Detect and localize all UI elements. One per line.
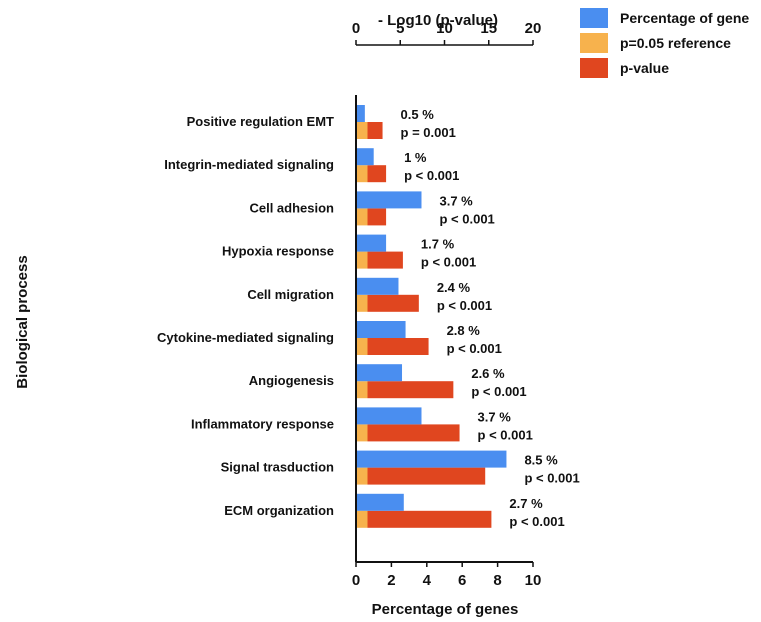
- category-label: Signal trasduction: [221, 460, 334, 475]
- category-label: Cytokine-mediated signaling: [157, 330, 334, 345]
- category-label: Integrin-mediated signaling: [164, 157, 334, 172]
- top-tick-label: 20: [525, 20, 542, 37]
- category-label: Angiogenesis: [249, 373, 334, 388]
- percentage-annotation: 8.5 %: [524, 453, 558, 468]
- top-axis-label: - Log10 (p-value): [378, 12, 498, 29]
- p-value-annotation: p < 0.001: [509, 514, 564, 529]
- bottom-tick-label: 8: [493, 572, 501, 589]
- percentage-bar: [356, 321, 406, 338]
- p-value-bar: [367, 208, 387, 226]
- bottom-tick-label: 10: [525, 572, 542, 589]
- p-value-annotation: p < 0.001: [447, 341, 502, 356]
- legend: Percentage of gene p=0.05 reference p-valu…: [580, 8, 749, 78]
- percentage-annotation: 2.6 %: [471, 366, 505, 381]
- y-axis-label: Biological process: [14, 255, 31, 388]
- legend-entry: p-value: [620, 60, 669, 76]
- top-tick-label: 5: [396, 20, 404, 37]
- top-tick-label: 0: [352, 20, 360, 37]
- p-value-bar: [367, 467, 486, 485]
- reference-bar: [356, 424, 368, 442]
- percentage-bar: [356, 105, 365, 122]
- p-value-bar: [367, 381, 454, 399]
- bottom-axis-label: Percentage of genes: [372, 601, 519, 618]
- p-value-annotation: p < 0.001: [524, 471, 579, 486]
- reference-bar: [356, 338, 368, 355]
- percentage-annotation: 3.7 %: [439, 193, 473, 208]
- reference-bar: [356, 381, 368, 399]
- bottom-tick-label: 6: [458, 572, 466, 589]
- percentage-bar: [356, 191, 422, 209]
- percentage-bar: [356, 234, 387, 252]
- p-value-annotation: p < 0.001: [471, 384, 526, 399]
- p-value-annotation: p < 0.001: [478, 427, 533, 442]
- percentage-annotation: 1 %: [404, 150, 427, 165]
- percentage-annotation: 0.5 %: [401, 107, 435, 122]
- percentage-bar: [356, 493, 404, 511]
- reference-bar: [356, 208, 368, 226]
- category-label: Inflammatory response: [191, 416, 334, 431]
- legend-entry: p=0.05 reference: [620, 35, 731, 51]
- bottom-tick-label: 0: [352, 572, 360, 589]
- category-label: Cell migration: [247, 287, 334, 302]
- top-tick-label: 15: [480, 20, 497, 37]
- category-label: Cell adhesion: [249, 200, 334, 215]
- percentage-annotation: 2.4 %: [437, 280, 471, 295]
- percentage-bar: [356, 277, 399, 295]
- legend-swatch: [580, 58, 608, 78]
- percentage-annotation: 2.7 %: [509, 496, 543, 511]
- category-label: ECM organization: [224, 503, 334, 518]
- percentage-annotation: 1.7 %: [421, 237, 455, 252]
- p-value-bar: [367, 338, 429, 355]
- ticks-layer: 0 5 10 15 20 0 2 4 6 8 10: [352, 20, 542, 589]
- legend-swatch: [580, 33, 608, 53]
- bars-layer: [356, 105, 507, 528]
- top-tick-label: 10: [436, 20, 453, 37]
- bottom-tick-label: 2: [387, 572, 395, 589]
- p-value-bar: [367, 122, 383, 139]
- percentage-bar: [356, 450, 507, 468]
- category-label: Hypoxia response: [222, 244, 334, 259]
- bottom-tick-label: 4: [423, 572, 432, 589]
- p-value-annotation: p < 0.001: [421, 255, 476, 270]
- reference-bar: [356, 122, 368, 139]
- labels-layer: Positive regulation EMT 0.5 % p = 0.001 Int…: [157, 107, 580, 529]
- percentage-bar: [356, 407, 422, 425]
- legend-entry: Percentage of gene: [620, 10, 749, 26]
- p-value-annotation: p < 0.001: [439, 211, 494, 226]
- category-label: Positive regulation EMT: [187, 114, 334, 129]
- reference-bar: [356, 165, 368, 183]
- reference-bar: [356, 510, 368, 528]
- p-value-annotation: p = 0.001: [401, 125, 456, 140]
- legend-swatch: [580, 8, 608, 28]
- reference-bar: [356, 467, 368, 485]
- percentage-bar: [356, 364, 403, 382]
- p-value-bar: [367, 424, 460, 442]
- reference-bar: [356, 294, 368, 312]
- p-value-bar: [367, 294, 419, 312]
- p-value-annotation: p < 0.001: [437, 298, 492, 313]
- percentage-annotation: 3.7 %: [478, 409, 512, 424]
- p-value-bar: [367, 510, 492, 528]
- p-value-bar: [367, 251, 403, 269]
- p-value-bar: [367, 165, 387, 183]
- percentage-annotation: 2.8 %: [447, 323, 481, 338]
- p-value-annotation: p < 0.001: [404, 168, 459, 183]
- percentage-bar: [356, 148, 374, 166]
- reference-bar: [356, 251, 368, 269]
